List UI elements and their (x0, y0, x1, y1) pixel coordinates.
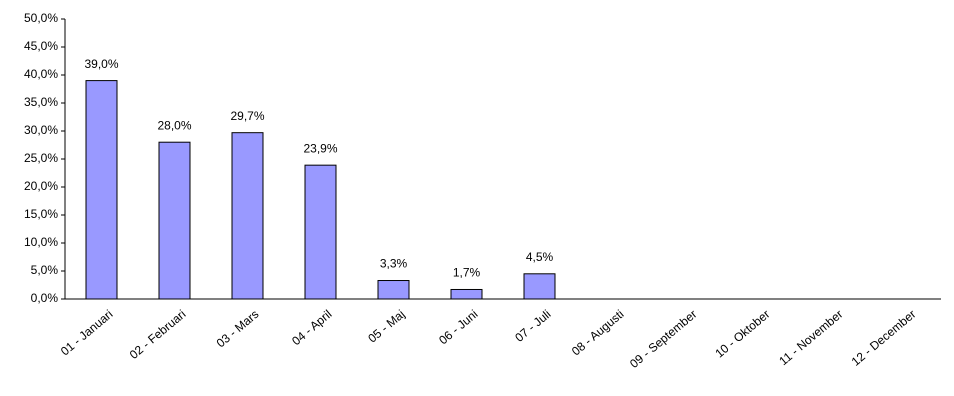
x-tick-label: 08 - Augusti (569, 307, 627, 358)
value-label: 3,3% (380, 257, 408, 271)
y-tick-label: 20,0% (24, 179, 58, 193)
value-label: 4,5% (526, 250, 554, 264)
bar (158, 141, 191, 300)
x-tick-label: 11 - November (776, 307, 845, 368)
y-tick-label: 10,0% (24, 235, 58, 249)
y-tick-label: 35,0% (24, 95, 58, 109)
bar (450, 288, 483, 300)
y-tick-label: 25,0% (24, 151, 58, 165)
x-tick-label: 07 - Juli (512, 307, 553, 345)
y-tick-label: 45,0% (24, 39, 58, 53)
bar (523, 273, 556, 300)
y-tick-label: 40,0% (24, 67, 58, 81)
y-tick-label: 30,0% (24, 123, 58, 137)
x-tick-label: 10 - Oktober (712, 307, 772, 361)
x-tick-label: 02 - Februari (127, 307, 189, 362)
value-label: 23,9% (303, 141, 337, 155)
value-label: 29,7% (230, 109, 264, 123)
y-tick-label: 50,0% (24, 11, 58, 25)
x-tick-label: 06 - Juni (436, 307, 480, 347)
y-tick-label: 0,0% (31, 291, 59, 305)
bar (85, 80, 118, 300)
y-tick-label: 5,0% (31, 263, 59, 277)
x-tick-label: 01 - Januari (58, 307, 116, 358)
x-tick-label: 03 - Mars (214, 307, 262, 350)
value-label: 39,0% (84, 57, 118, 71)
value-label: 28,0% (157, 118, 191, 132)
bar (304, 164, 337, 300)
y-tick-label: 15,0% (24, 207, 58, 221)
bar (231, 132, 264, 300)
x-tick-label: 05 - Maj (365, 307, 407, 346)
x-tick-label: 12 - December (849, 307, 919, 369)
bar (377, 280, 410, 300)
value-label: 1,7% (453, 266, 481, 280)
x-tick-label: 09 - September (627, 307, 699, 371)
x-tick-label: 04 - April (289, 307, 334, 348)
